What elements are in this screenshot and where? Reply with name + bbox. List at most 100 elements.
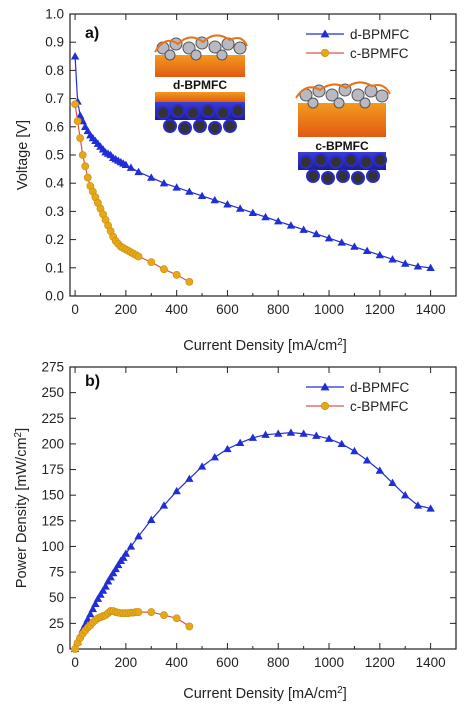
data-point-d-bpmfc — [261, 212, 270, 221]
data-point-d-bpmfc — [197, 462, 207, 470]
data-point-c-bpmfc — [172, 270, 181, 279]
y-tick-label: 100 — [41, 539, 64, 554]
x-tick-label: 1000 — [314, 655, 344, 670]
y-tick-label: 125 — [41, 513, 64, 528]
data-point-d-bpmfc — [111, 564, 120, 573]
data-point-d-bpmfc — [103, 577, 113, 585]
y-tick-label: 0 — [56, 642, 64, 657]
data-point-c-bpmfc — [147, 258, 156, 267]
data-point-d-bpmfc — [337, 238, 346, 246]
data-point-d-bpmfc — [159, 501, 169, 509]
data-point-d-bpmfc — [388, 255, 397, 263]
data-point-d-bpmfc — [324, 434, 334, 442]
x-tick-label: 600 — [216, 655, 239, 670]
data-point-d-bpmfc — [119, 553, 128, 561]
data-point-d-bpmfc — [134, 167, 143, 176]
data-point-d-bpmfc — [312, 229, 321, 238]
x-tick-label: 200 — [115, 302, 138, 317]
data-point-d-bpmfc — [248, 433, 258, 441]
x-tick-label: 200 — [115, 655, 138, 670]
legend-label-c-bpmfc: c-BPMFC — [350, 46, 409, 61]
inset-d-bpmfc-label: d-BPMFC — [173, 78, 227, 92]
y-tick-label: 0.5 — [45, 148, 64, 163]
data-point-d-bpmfc — [350, 446, 359, 455]
data-point-d-bpmfc — [337, 439, 346, 448]
x-tick-label: 1200 — [365, 302, 395, 317]
legend-label-d-bpmfc: d-BPMFC — [350, 380, 410, 395]
x-tick-label: 0 — [71, 655, 79, 670]
x-tick-label: 1400 — [416, 655, 446, 670]
data-point-d-bpmfc — [86, 609, 95, 618]
data-point-d-bpmfc — [91, 599, 100, 608]
data-point-d-bpmfc — [134, 532, 143, 540]
data-point-d-bpmfc — [324, 233, 334, 242]
x-tick-label: 600 — [216, 302, 239, 317]
plot-frame — [69, 366, 457, 650]
data-point-d-bpmfc — [248, 208, 258, 216]
data-point-d-bpmfc — [159, 179, 169, 187]
y-tick-label: 0.3 — [45, 204, 64, 219]
y-tick-label: 25 — [49, 616, 64, 631]
data-point-c-bpmfc — [160, 611, 168, 620]
data-point-d-bpmfc — [362, 456, 372, 464]
data-point-d-bpmfc — [147, 515, 156, 523]
y-tick-label: 250 — [41, 385, 64, 400]
y-tick-label: 50 — [49, 590, 64, 605]
data-point-d-bpmfc — [274, 217, 283, 225]
x-tick-label: 400 — [165, 655, 188, 670]
x-tick-label: 1200 — [365, 655, 395, 670]
data-point-d-bpmfc — [101, 582, 110, 590]
data-point-d-bpmfc — [172, 183, 181, 191]
data-point-d-bpmfc — [172, 486, 181, 495]
data-point-d-bpmfc — [126, 163, 136, 171]
data-point-c-bpmfc — [71, 100, 79, 109]
panel-a-label: a) — [85, 25, 99, 42]
data-point-d-bpmfc — [108, 568, 118, 577]
y-tick-label: 225 — [41, 411, 64, 426]
y-tick-label: 175 — [41, 462, 64, 477]
y-tick-label: 0.1 — [45, 260, 64, 275]
data-point-c-bpmfc — [83, 173, 92, 182]
data-point-d-bpmfc — [299, 429, 308, 437]
data-point-c-bpmfc — [78, 151, 87, 159]
y-tick-label: 0.8 — [45, 63, 64, 78]
y-tick-label: 0.6 — [45, 119, 64, 134]
data-point-d-bpmfc — [147, 173, 156, 181]
data-point-d-bpmfc — [261, 430, 270, 438]
legend-marker-d-bpmfc — [320, 382, 330, 391]
data-point-c-bpmfc — [134, 252, 143, 261]
data-point-d-bpmfc — [274, 429, 283, 437]
data-point-d-bpmfc — [210, 195, 219, 204]
data-point-d-bpmfc — [426, 504, 435, 512]
legend-label-c-bpmfc: c-BPMFC — [350, 399, 409, 414]
data-point-d-bpmfc — [197, 191, 207, 200]
panel-a-xlabel: Current Density [mA/cm2] — [183, 337, 347, 355]
x-tick-label: 0 — [71, 302, 79, 317]
data-point-d-bpmfc — [388, 478, 397, 487]
data-point-d-bpmfc — [223, 444, 232, 453]
data-point-c-bpmfc — [172, 614, 181, 623]
legend-label-d-bpmfc: d-BPMFC — [350, 27, 410, 42]
panel-b-label: b) — [85, 373, 100, 390]
data-point-c-bpmfc — [185, 277, 194, 286]
data-point-c-bpmfc — [160, 265, 168, 274]
y-tick-label: 75 — [49, 565, 64, 580]
y-tick-label: 0.2 — [45, 232, 64, 247]
x-tick-label: 800 — [267, 655, 290, 670]
data-point-c-bpmfc — [81, 162, 90, 171]
data-point-d-bpmfc — [121, 160, 131, 169]
data-point-d-bpmfc — [106, 573, 115, 581]
data-point-d-bpmfc — [185, 474, 194, 482]
y-tick-label: 0.7 — [45, 91, 64, 106]
data-point-d-bpmfc — [70, 52, 80, 60]
data-point-d-bpmfc — [375, 466, 385, 474]
x-tick-label: 1000 — [314, 302, 344, 317]
data-point-d-bpmfc — [210, 453, 219, 461]
data-point-c-bpmfc — [185, 622, 194, 631]
data-point-d-bpmfc — [312, 431, 321, 439]
data-point-c-bpmfc — [134, 608, 143, 616]
data-point-d-bpmfc — [286, 221, 296, 229]
data-point-c-bpmfc — [73, 117, 82, 126]
